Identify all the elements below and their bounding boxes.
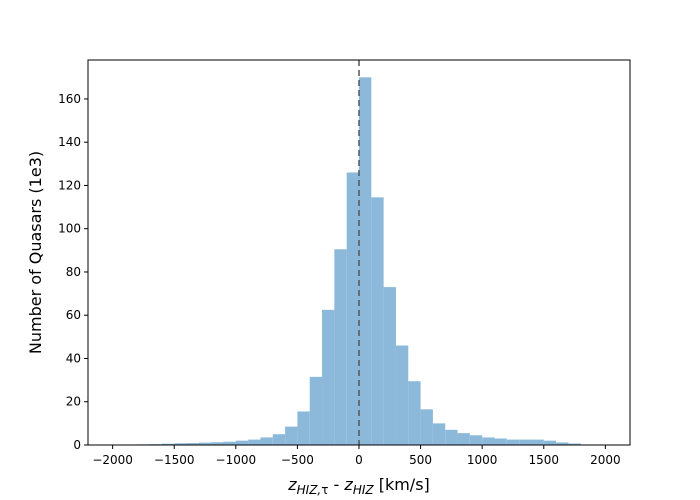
y-tick-label: 40 <box>66 351 81 365</box>
y-tick-label: 160 <box>58 92 81 106</box>
x-label-var2: z <box>343 475 353 494</box>
histogram-bar <box>161 443 175 445</box>
histogram-bar <box>322 309 335 445</box>
histogram-bar <box>272 434 286 445</box>
histogram-bar <box>494 438 507 445</box>
histogram-bar <box>309 376 323 445</box>
y-tick-label: 120 <box>58 178 81 192</box>
x-label-tau: τ <box>321 483 328 497</box>
x-tick-label: 0 <box>355 453 363 467</box>
histogram-bar <box>383 287 396 445</box>
histogram-bar <box>223 441 236 445</box>
histogram-bar <box>420 409 433 445</box>
histogram-bar <box>445 429 458 445</box>
histogram-bar <box>568 443 581 445</box>
histogram-bar <box>297 411 310 445</box>
x-label-dash: - <box>328 475 344 494</box>
histogram-bar <box>371 197 384 445</box>
x-tick-label: −500 <box>281 453 314 467</box>
histogram-bar <box>519 439 532 445</box>
histogram-bar <box>543 440 557 445</box>
x-tick-label: 2000 <box>590 453 621 467</box>
histogram-bar <box>408 381 421 445</box>
histogram-bar <box>556 442 569 445</box>
histogram-bar <box>260 437 273 445</box>
x-label-units: [km/s] <box>374 475 430 494</box>
histogram-bar <box>457 433 470 445</box>
x-tick-label: −1500 <box>154 453 195 467</box>
y-tick-label: 100 <box>58 222 81 236</box>
histogram-bar <box>469 435 483 445</box>
histogram-bars <box>137 77 581 445</box>
y-tick-label: 60 <box>66 308 81 322</box>
histogram-bar <box>186 443 199 445</box>
y-tick-label: 0 <box>73 438 81 452</box>
x-tick-label: 1000 <box>467 453 498 467</box>
x-axis-label: zHIZ,τ - zHIZ [km/s] <box>287 475 430 497</box>
y-tick-label: 20 <box>66 395 81 409</box>
x-tick-label: 1500 <box>528 453 559 467</box>
histogram-bar <box>174 443 187 445</box>
x-axis-ticks: −2000 −1500 −1000 −500 0 500 1000 1500 2000 <box>92 445 621 467</box>
histogram-bar <box>531 439 544 445</box>
y-axis-label: Number of Quasars (1e3) <box>26 151 45 354</box>
x-label-sub1: HIZ, <box>297 483 322 497</box>
histogram-bar <box>395 345 409 445</box>
y-axis-ticks: 0 20 40 60 80 100 120 140 160 <box>58 92 88 452</box>
histogram-bar <box>198 442 212 445</box>
histogram-bar <box>248 439 261 445</box>
x-tick-label: −2000 <box>92 453 133 467</box>
histogram-bar <box>359 77 372 445</box>
histogram-bar <box>235 440 249 445</box>
histogram-bar <box>285 426 298 445</box>
histogram-bar <box>482 437 495 445</box>
histogram-bar <box>346 172 359 445</box>
histogram-bar <box>432 423 446 445</box>
y-tick-label: 140 <box>58 135 81 149</box>
x-label-var1: z <box>287 475 297 494</box>
histogram-bar <box>506 439 520 445</box>
histogram-bar <box>211 442 224 445</box>
x-tick-label: −1000 <box>216 453 257 467</box>
histogram-bar <box>334 249 347 445</box>
y-tick-label: 80 <box>66 265 81 279</box>
x-label-sub2: HIZ <box>353 483 375 497</box>
x-tick-label: 500 <box>409 453 432 467</box>
